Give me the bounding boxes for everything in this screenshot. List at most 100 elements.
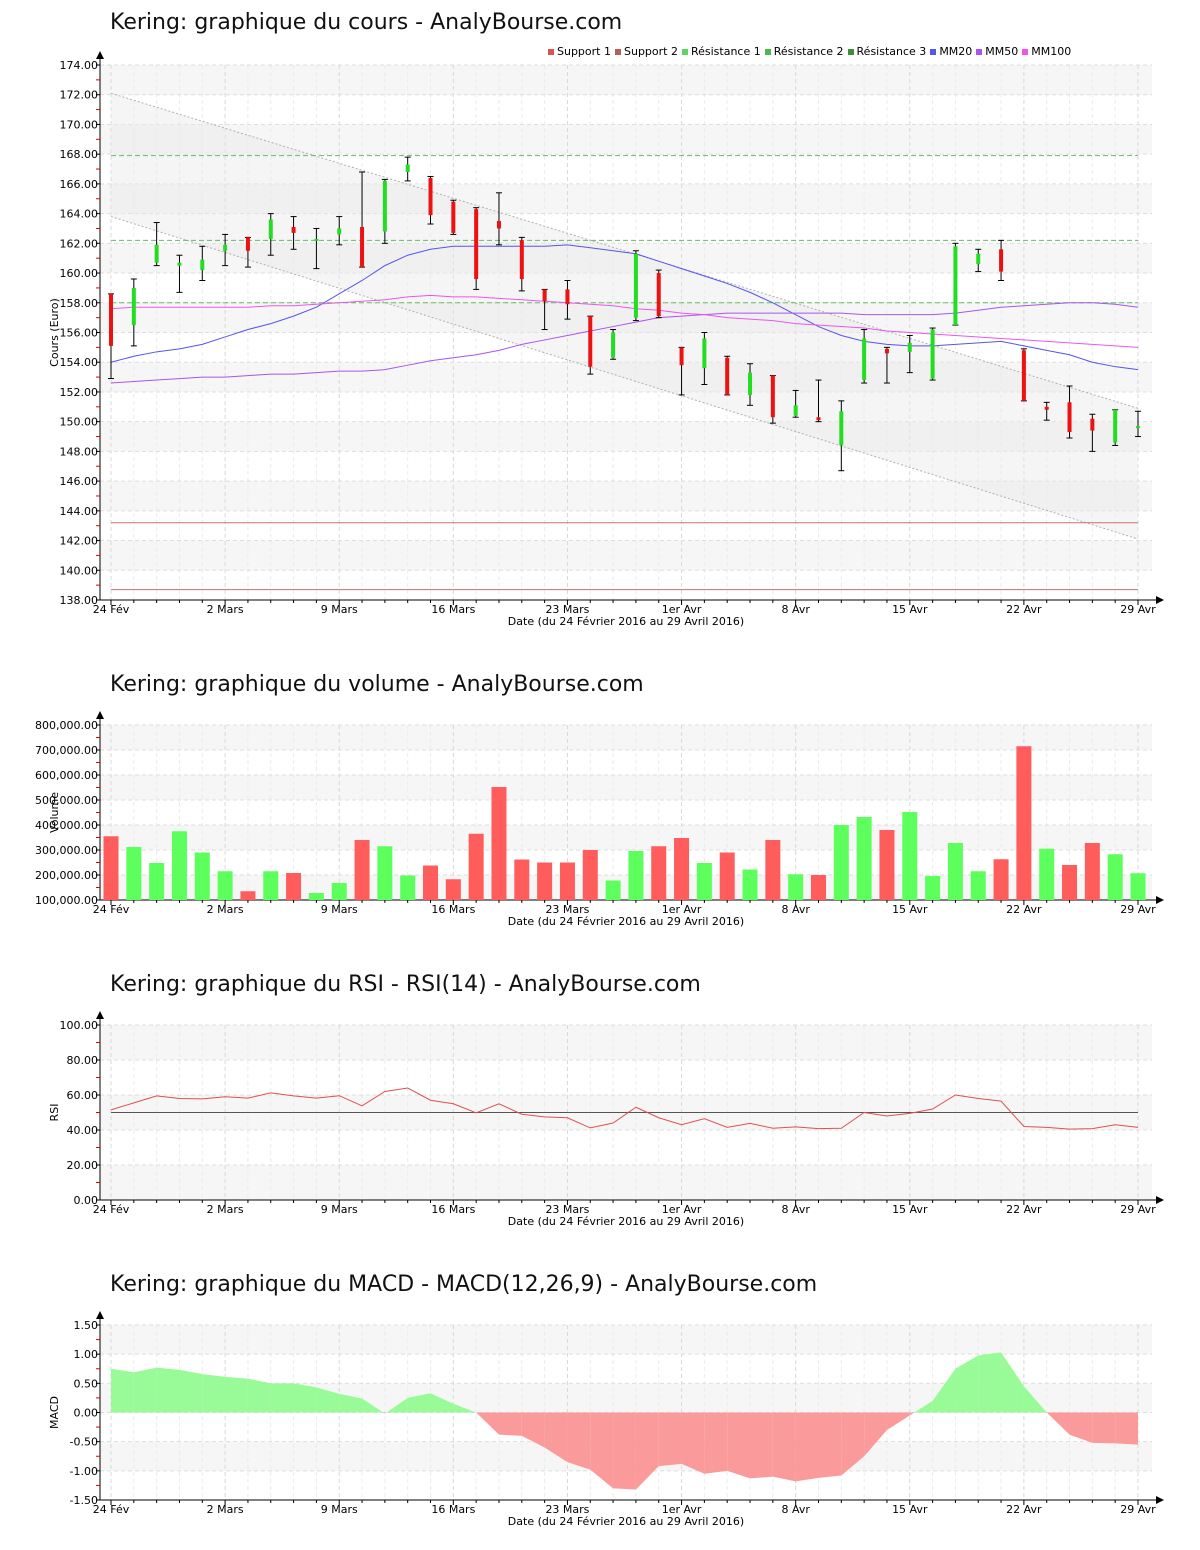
macd-area bbox=[750, 1412, 773, 1479]
x-tick-label: 9 Mars bbox=[321, 1203, 358, 1216]
y-tick-label: 152.00 bbox=[60, 386, 99, 399]
x-tick-label: 29 Avr bbox=[1120, 1503, 1156, 1516]
y-tick-label: 170.00 bbox=[60, 118, 99, 131]
candle-body bbox=[565, 289, 570, 305]
x-tick-label: 9 Mars bbox=[321, 903, 358, 916]
macd-area bbox=[955, 1355, 979, 1413]
candle-body bbox=[542, 289, 547, 302]
trend-line-lower bbox=[110, 216, 1139, 540]
macd-chart: -1.50 -1.00 -0.50 0.00 0.50 1.00 1.50 24 Fév 2 M… bbox=[48, 1311, 1164, 1528]
y-tick-label: 172.00 bbox=[60, 89, 99, 102]
macd-area bbox=[704, 1412, 728, 1474]
candle-body bbox=[291, 226, 296, 233]
macd-area bbox=[383, 1412, 385, 1414]
legend-label: MM100 bbox=[1031, 45, 1072, 58]
moving-average-line bbox=[110, 244, 1139, 371]
volume-chart: 100,000.00 200,000.00 300,000.00 400,000.00… bbox=[35, 711, 1164, 928]
volume-bar bbox=[263, 871, 279, 900]
x-tick-label: 15 Avr bbox=[892, 603, 928, 616]
y-tick-label: 400,000.00 bbox=[35, 819, 98, 832]
y-tick-label: 140.00 bbox=[60, 564, 99, 577]
candle-body bbox=[360, 226, 365, 268]
candle-body bbox=[884, 348, 889, 354]
x-axis-arrow-icon bbox=[1156, 1196, 1164, 1204]
y-tick-label: 168.00 bbox=[60, 148, 99, 161]
price-chart-legend: Support 1 Support 2 Résistance 1 Résistance… bbox=[548, 45, 1071, 58]
macd-area bbox=[453, 1403, 477, 1413]
grid-band bbox=[100, 775, 1152, 800]
macd-area bbox=[498, 1412, 522, 1436]
y-tick-label: 174.00 bbox=[60, 59, 99, 72]
y-axis-arrow-icon bbox=[96, 1311, 104, 1319]
x-tick-label: 2 Mars bbox=[207, 903, 244, 916]
y-tick-label: 144.00 bbox=[60, 505, 99, 518]
candle-body bbox=[405, 164, 410, 172]
macd-area bbox=[293, 1383, 317, 1413]
y-tick-label: 0.00 bbox=[74, 1194, 99, 1207]
legend-label: Résistance 2 bbox=[773, 45, 844, 58]
candle-body bbox=[702, 338, 707, 369]
candle-body bbox=[770, 375, 775, 418]
macd-area bbox=[1001, 1352, 1024, 1413]
x-tick-label: 22 Avr bbox=[1006, 603, 1042, 616]
legend-swatch-icon bbox=[976, 49, 983, 55]
macd-area bbox=[727, 1412, 751, 1479]
candle-body bbox=[1021, 350, 1026, 401]
volume-bar bbox=[286, 873, 302, 900]
x-tick-label: 24 Fév bbox=[93, 1203, 130, 1216]
volume-bar bbox=[103, 836, 119, 900]
candle-body bbox=[337, 228, 342, 235]
volume-bar bbox=[445, 879, 461, 900]
candle-body bbox=[245, 237, 250, 251]
x-axis-label: Date (du 24 Février 2016 au 29 Avril 201… bbox=[508, 915, 744, 928]
y-tick-label: 100.00 bbox=[60, 1019, 99, 1032]
macd-area bbox=[476, 1412, 499, 1435]
volume-bar bbox=[993, 859, 1009, 900]
y-tick-label: 800,000.00 bbox=[35, 719, 98, 732]
legend-swatch-icon bbox=[681, 49, 688, 55]
x-tick-label: 1er Avr bbox=[662, 903, 702, 916]
grid-band bbox=[100, 825, 1152, 850]
x-tick-label: 8 Avr bbox=[781, 603, 810, 616]
volume-bar bbox=[126, 847, 142, 900]
macd-area bbox=[886, 1412, 910, 1430]
x-tick-label: 8 Avr bbox=[781, 903, 810, 916]
candle-body bbox=[679, 347, 684, 366]
volume-bar bbox=[559, 862, 575, 900]
x-tick-label: 8 Avr bbox=[781, 1203, 810, 1216]
x-tick-label: 9 Mars bbox=[321, 603, 358, 616]
grid-band bbox=[100, 1025, 1152, 1060]
x-tick-label: 16 Mars bbox=[431, 603, 475, 616]
y-tick-label: 160.00 bbox=[60, 267, 99, 280]
candle-body bbox=[588, 316, 593, 367]
y-tick-label: 154.00 bbox=[60, 356, 99, 369]
legend-label: Résistance 1 bbox=[690, 45, 761, 58]
macd-area bbox=[270, 1383, 294, 1413]
volume-bar bbox=[925, 876, 941, 900]
candle-body bbox=[793, 405, 798, 416]
candle-body bbox=[633, 253, 638, 318]
y-tick-label: 80.00 bbox=[67, 1054, 99, 1067]
x-tick-label: 2 Mars bbox=[207, 1203, 244, 1216]
candle-body bbox=[109, 293, 113, 346]
volume-bar bbox=[1039, 848, 1055, 900]
price-chart-block: Kering: graphique du cours - AnalyBourse… bbox=[0, 0, 1200, 640]
y-tick-label: 148.00 bbox=[60, 445, 99, 458]
legend-label: MM50 bbox=[985, 45, 1019, 58]
candle-body bbox=[976, 253, 981, 265]
macd-area bbox=[841, 1412, 865, 1476]
x-axis-label: Date (du 24 Février 2016 au 29 Avril 201… bbox=[508, 615, 744, 628]
candle-body bbox=[131, 287, 136, 326]
volume-bar bbox=[1107, 854, 1123, 900]
x-axis-label: Date (du 24 Février 2016 au 29 Avril 201… bbox=[508, 1215, 744, 1228]
y-axis-arrow-icon bbox=[96, 711, 104, 719]
macd-area bbox=[978, 1352, 1002, 1413]
y-axis-arrow-icon bbox=[96, 1011, 104, 1019]
volume-bar bbox=[217, 871, 233, 900]
y-tick-label: -1.50 bbox=[70, 1494, 98, 1507]
macd-area bbox=[386, 1397, 408, 1413]
macd-area bbox=[179, 1369, 203, 1413]
volume-bar bbox=[308, 893, 324, 900]
macd-area bbox=[909, 1412, 915, 1416]
y-tick-label: 150.00 bbox=[60, 416, 99, 429]
